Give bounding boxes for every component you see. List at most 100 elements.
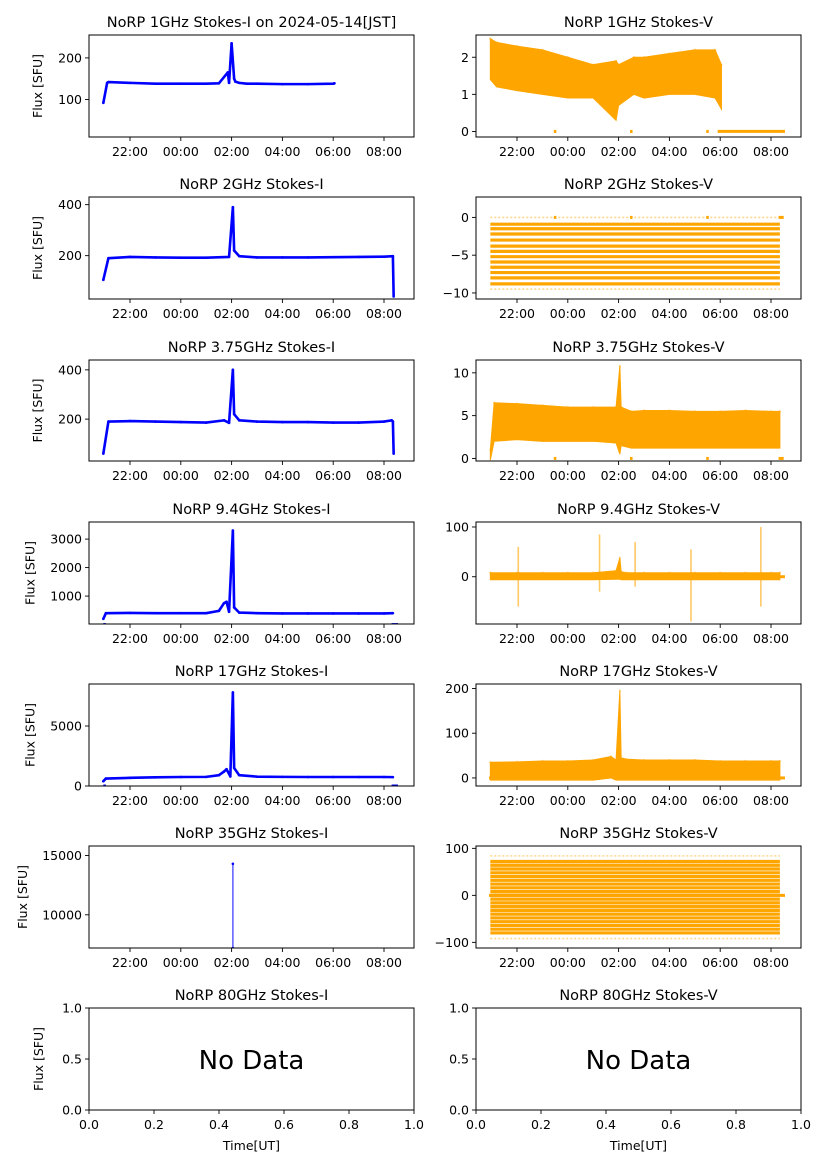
- x-tick-label: 22:00: [112, 306, 148, 321]
- data-point: [618, 364, 622, 368]
- x-tick-label: 00:00: [550, 144, 586, 159]
- data-point: [179, 611, 183, 615]
- data-point: [614, 569, 618, 572]
- subplot-35ghz-i: NoRP 35GHz Stokes-I Flux [SFU] 10000 15000 2…: [15, 826, 415, 970]
- x-tick-label: 02:00: [214, 631, 250, 646]
- data-point: [693, 758, 696, 762]
- data-point: [154, 776, 157, 779]
- subplot-title: NoRP 35GHz Stokes-V: [559, 826, 717, 842]
- x-tick-label: 00:00: [163, 793, 199, 808]
- x-tick-label: 00:00: [550, 468, 586, 483]
- x-tick-label: 02:00: [601, 306, 637, 321]
- data-point: [217, 81, 221, 85]
- data-point: [566, 759, 569, 763]
- x-tick-label: 22:00: [499, 468, 535, 483]
- x-tick-label: 02:00: [601, 631, 637, 646]
- data-point: [744, 409, 747, 412]
- data-point: [719, 759, 722, 763]
- data-point: [227, 255, 231, 259]
- data-point: [489, 448, 492, 452]
- data-point: [744, 759, 747, 763]
- subplot-80ghz-i: NoRP 80GHz Stokes-I Flux [SFU] 0.0 0.5 1.0 0.…: [31, 988, 424, 1153]
- data-point: [495, 41, 498, 44]
- x-tick-label: 06:00: [315, 144, 351, 159]
- data-point: [179, 420, 183, 424]
- data-point: [231, 205, 235, 209]
- data-point: [592, 405, 595, 409]
- y-tick-label: 1000: [50, 589, 82, 604]
- data-point: [515, 402, 519, 405]
- data-point: [102, 101, 105, 105]
- data-point: [234, 80, 237, 83]
- data-point: [642, 56, 646, 59]
- data-point: [592, 571, 595, 574]
- data-point: [632, 56, 636, 59]
- data-point: [204, 82, 208, 86]
- data-point: [515, 760, 519, 764]
- data-point: [204, 256, 208, 259]
- x-tick-label: 06:00: [702, 306, 738, 321]
- data-point: [391, 254, 395, 258]
- axes-frame: [475, 1007, 802, 1111]
- subplot-title: NoRP 80GHz Stokes-V: [559, 988, 717, 1004]
- x-tick-label: 06:00: [315, 631, 351, 646]
- data-point: [720, 63, 723, 66]
- data-point: [541, 571, 544, 574]
- no-data-annotation: No Data: [586, 1046, 692, 1076]
- axes-frame: [88, 1007, 415, 1111]
- x-tick-label: 22:00: [499, 793, 535, 808]
- y-tick-label: 0.0: [449, 1103, 469, 1118]
- x-tick-label: 22:00: [499, 306, 535, 321]
- x-tick-label: 08:00: [753, 631, 789, 646]
- data-point: [391, 775, 395, 779]
- data-point: [693, 571, 696, 574]
- data-point: [232, 249, 236, 252]
- axes-frame: [88, 34, 415, 138]
- x-tick-label: 0.4: [209, 1117, 229, 1132]
- x-tick-label: 06:00: [702, 955, 738, 970]
- data-point: [204, 421, 208, 424]
- y-tick-label: 10000: [42, 907, 82, 922]
- subplot-title: NoRP 9.4GHz Stokes-I: [172, 502, 330, 518]
- data-point: [769, 571, 773, 574]
- data-point: [255, 420, 259, 423]
- plot-area: [489, 855, 785, 940]
- y-tick-label: 10: [453, 365, 469, 380]
- plot-area: [489, 364, 784, 461]
- x-tick-label: 1.0: [404, 1117, 424, 1132]
- data-band: [489, 557, 781, 581]
- y-tick-label: 1.0: [62, 1001, 82, 1016]
- x-tick-label: 06:00: [315, 793, 351, 808]
- x-tick-label: 06:00: [702, 631, 738, 646]
- y-tick-label: 100: [445, 726, 469, 741]
- data-point: [618, 556, 622, 560]
- data-point: [231, 368, 235, 372]
- y-tick-label: 0: [461, 124, 469, 139]
- y-tick-label: 0.5: [62, 1052, 82, 1067]
- data-point: [391, 611, 395, 615]
- x-tick-label: 04:00: [264, 955, 300, 970]
- data-point: [617, 63, 620, 66]
- subplot-94ghz-i: NoRP 9.4GHz Stokes-I Flux [SFU] 1000 2000 30…: [23, 502, 415, 646]
- y-tick-label: 0.5: [449, 1052, 469, 1067]
- x-tick-label: 02:00: [214, 306, 250, 321]
- data-point: [281, 612, 284, 615]
- data-point: [382, 420, 386, 423]
- data-point: [357, 255, 360, 259]
- data-point: [179, 775, 183, 779]
- x-tick-label: 04:00: [651, 955, 687, 970]
- plot-area: [489, 689, 785, 781]
- subplot-title: NoRP 17GHz Stokes-V: [559, 664, 717, 680]
- y-tick-label: 0: [461, 210, 469, 225]
- data-point: [204, 611, 208, 615]
- data-point: [128, 255, 132, 259]
- data-point: [104, 777, 108, 780]
- data-point: [204, 775, 208, 779]
- data-series: [102, 42, 335, 104]
- x-tick-label: 06:00: [702, 468, 738, 483]
- data-point: [179, 256, 183, 259]
- data-point: [566, 56, 569, 59]
- data-point: [713, 48, 717, 52]
- x-tick-label: 22:00: [499, 144, 535, 159]
- data-point: [619, 405, 623, 409]
